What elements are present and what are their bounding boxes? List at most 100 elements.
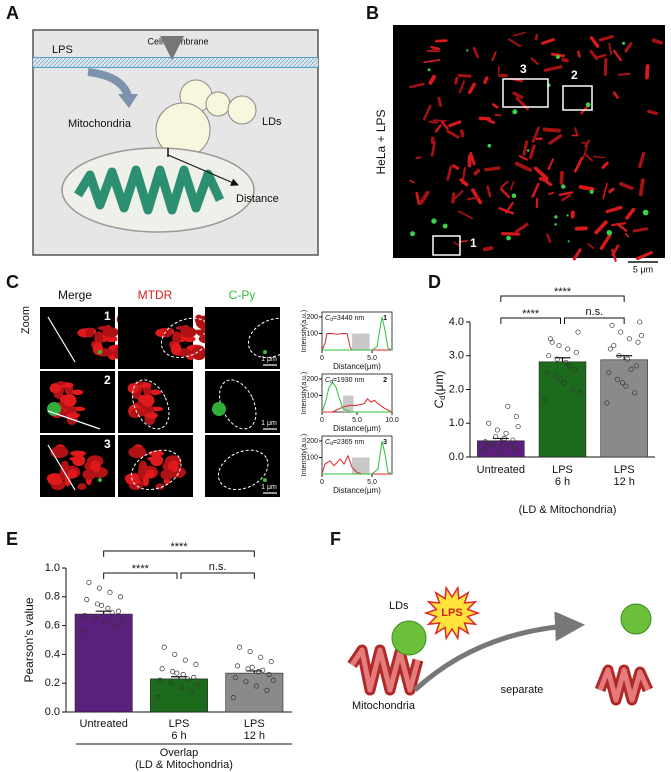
cristae — [74, 165, 225, 215]
mito-signal — [533, 166, 549, 181]
mito-signal — [507, 38, 522, 48]
ld-signal — [442, 223, 448, 229]
ld-signal — [410, 231, 416, 237]
data-point — [570, 386, 576, 393]
mito-signal — [466, 196, 480, 201]
significance-bracket — [564, 317, 625, 324]
data-point — [625, 356, 631, 362]
data-point — [170, 669, 176, 675]
mito-signal — [49, 383, 61, 394]
bar — [600, 359, 648, 458]
data-point — [270, 677, 276, 683]
x-axis-label: Distance(μm) — [333, 362, 381, 371]
y-tick-label: 0.6 — [45, 620, 60, 632]
x-tick-label: 5.0 — [352, 417, 362, 424]
cd-symbol: C — [432, 400, 446, 409]
mito-signal — [601, 161, 609, 169]
cd-annotation: Cd=3440 nm — [325, 315, 364, 323]
scale-label: 1 μm — [261, 420, 277, 427]
mito-signal — [473, 168, 481, 176]
mito-signal — [160, 469, 175, 480]
cd-value: =1930 nm — [333, 377, 364, 384]
data-point — [619, 380, 625, 386]
y-tick-label: 0.4 — [45, 648, 60, 660]
data-point — [99, 602, 105, 608]
mito-signal — [446, 165, 453, 181]
data-point — [161, 644, 167, 650]
data-point — [155, 695, 161, 701]
data-point — [510, 437, 516, 443]
significance-bracket — [500, 295, 625, 302]
mito-signal — [437, 96, 443, 107]
lipid-droplet — [620, 603, 652, 635]
cd-symbol: C — [325, 377, 331, 384]
ld-signal — [98, 350, 102, 354]
data-point — [515, 424, 521, 430]
mito-signal — [428, 74, 437, 85]
x-tick-label: 0 — [320, 479, 324, 486]
mito-signal — [163, 327, 172, 338]
data-point — [606, 370, 612, 376]
x-tick-label: 12 h — [613, 476, 634, 488]
mito-signal — [191, 346, 207, 361]
ld-signal — [466, 49, 469, 52]
roi-outline — [132, 379, 170, 430]
profile-line — [321, 454, 392, 475]
data-point — [544, 370, 550, 376]
region-box — [502, 78, 549, 108]
data-point — [635, 339, 641, 345]
significance-label: **** — [132, 563, 150, 575]
mito-signal — [147, 456, 164, 462]
data-point — [113, 623, 119, 629]
region-box — [432, 235, 461, 256]
mito-label: Mitochondria — [352, 700, 416, 712]
bar — [477, 440, 525, 458]
mito-signal — [512, 91, 524, 99]
mito-signal — [92, 342, 104, 356]
x-tick-label: 10.0 — [385, 417, 399, 424]
mito-signal — [66, 412, 80, 419]
mito-signal — [435, 39, 448, 43]
mito-signal — [448, 120, 462, 128]
data-point — [103, 620, 109, 626]
y-tick-label: 200 — [306, 438, 318, 445]
profile-line — [322, 440, 393, 475]
ld-signal — [606, 229, 612, 236]
ld-signal — [622, 41, 626, 45]
ld-signal — [561, 184, 566, 189]
mito-signal — [430, 141, 436, 157]
mito-signal — [452, 189, 464, 201]
data-point — [607, 346, 613, 352]
data-point — [92, 615, 98, 621]
y-tick-label: 1.0 — [449, 417, 464, 429]
mito-signal — [470, 188, 483, 205]
mito-signal — [617, 72, 631, 76]
mito-signal — [409, 179, 415, 184]
lipid-droplet — [205, 91, 231, 117]
data-point — [230, 695, 236, 701]
panel-label: C — [6, 272, 19, 292]
mito-signal — [500, 180, 509, 189]
micrograph — [118, 371, 193, 433]
mito-signal — [505, 201, 514, 214]
y-axis-label: Intensity(a.u.) — [301, 310, 308, 352]
region-label: 1 — [470, 236, 477, 250]
cd-value: =2365 nm — [333, 439, 364, 446]
mito-signal — [409, 82, 425, 89]
mitochondrion-core — [597, 667, 651, 703]
panel-label: D — [428, 272, 441, 292]
panel-c-images: 1 1 μm 2 1 μm 3 1 μm — [40, 307, 299, 497]
ld-signal — [554, 223, 557, 226]
ld-signal — [554, 215, 558, 219]
data-point — [561, 380, 567, 386]
mito-signal — [50, 446, 69, 459]
mito-signal — [423, 58, 441, 64]
x-tick-label: 12 h — [244, 730, 265, 742]
lds-label: LDs — [389, 600, 409, 612]
x-tick-label: 0 — [320, 355, 324, 362]
y-axis-label: Pearson's value — [22, 597, 36, 682]
mito-signal — [63, 394, 77, 407]
data-point — [157, 677, 163, 683]
data-point — [109, 610, 115, 616]
membrane-label: Cell membrane — [147, 36, 208, 46]
